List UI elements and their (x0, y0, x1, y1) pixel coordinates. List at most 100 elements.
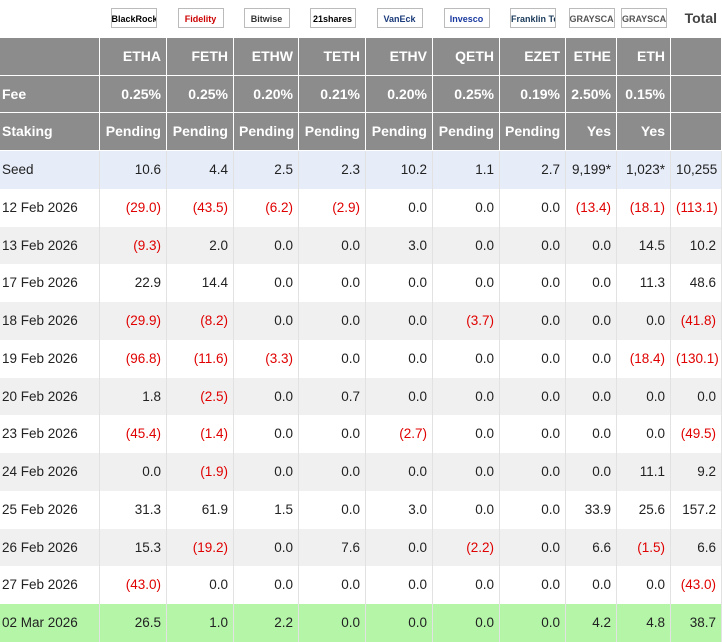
flow-value: 0.0 (234, 566, 299, 605)
flow-value: 0.0 (167, 566, 234, 605)
flow-value: 25.6 (617, 490, 671, 529)
flow-value: 0.0 (433, 264, 500, 303)
flow-value: 10,255 (671, 151, 722, 189)
flow-value: 0.0 (500, 302, 566, 340)
flow-value: 157.2 (671, 490, 722, 529)
flow-value: 31.3 (100, 490, 167, 529)
flow-value: 0.0 (433, 226, 500, 265)
flow-value: 0.0 (299, 226, 366, 265)
flow-value: 22.9 (100, 264, 167, 303)
flow-value: 0.0 (617, 377, 671, 416)
flow-value: 0.0 (617, 302, 671, 340)
brand-logo: GRAYSCALE (621, 8, 667, 28)
flow-value: (41.8) (671, 302, 722, 340)
flow-value: 0.0 (299, 415, 366, 454)
flow-value: 0.0 (299, 490, 366, 529)
flow-value: 1,023* (617, 151, 671, 189)
staking-value: Pending (100, 113, 167, 152)
flow-value: 9.2 (671, 453, 722, 491)
flow-value: 2.2 (234, 604, 299, 642)
flow-value: 2.3 (299, 151, 366, 189)
flow-value: 0.0 (299, 453, 366, 491)
flow-value: 0.0 (299, 604, 366, 642)
brand-logo: Fidelity (177, 8, 224, 28)
ticker: ETHA (100, 37, 167, 76)
flow-value: (29.0) (100, 188, 167, 227)
flow-value: (8.2) (167, 302, 234, 340)
ticker: ETH (617, 37, 671, 76)
row-label: 26 Feb 2026 (0, 528, 100, 567)
flow-value: 0.0 (433, 604, 500, 642)
flow-value: 10.2 (366, 151, 433, 189)
flow-value: 0.0 (366, 604, 433, 642)
fee-value: 0.15% (617, 75, 671, 114)
flow-value: (6.2) (234, 188, 299, 227)
brand-logo: Bitwise (243, 8, 290, 28)
flow-value: (13.4) (566, 188, 617, 227)
brand-logo: 21shares (309, 8, 356, 28)
brand-logo: VanEck (376, 8, 423, 28)
flow-value: 0.0 (366, 453, 433, 491)
flow-value: 0.0 (366, 528, 433, 567)
flow-value: 0.0 (617, 415, 671, 454)
staking-value: Pending (433, 113, 500, 152)
flow-value: 0.0 (299, 566, 366, 605)
flow-value: 0.0 (234, 415, 299, 454)
row-label: 17 Feb 2026 (0, 264, 100, 303)
flow-value: (18.1) (617, 188, 671, 227)
flow-value: (3.3) (234, 339, 299, 378)
flow-value: 0.0 (500, 490, 566, 529)
flow-value: 0.0 (566, 302, 617, 340)
row-label: 18 Feb 2026 (0, 302, 100, 340)
flow-value: (43.5) (167, 188, 234, 227)
fee-value: 0.19% (500, 75, 566, 114)
staking-value: Pending (299, 113, 366, 152)
ticker: ETHE (566, 37, 617, 76)
flow-value: 0.0 (366, 566, 433, 605)
ticker: ETHW (234, 37, 299, 76)
flow-value: (18.4) (617, 339, 671, 378)
row-label: 20 Feb 2026 (0, 377, 100, 416)
flow-value: 2.5 (234, 151, 299, 189)
flow-value: 26.5 (100, 604, 167, 642)
flow-value: (96.8) (100, 339, 167, 378)
flow-value: 6.6 (671, 528, 722, 567)
flow-value: 0.0 (566, 415, 617, 454)
row-label: 27 Feb 2026 (0, 566, 100, 605)
staking-value: Yes (566, 113, 617, 152)
brand-logo: Invesco (443, 8, 490, 28)
flow-value: (45.4) (100, 415, 167, 454)
flow-value: 0.0 (500, 264, 566, 303)
flow-value: 6.6 (566, 528, 617, 567)
staking-value: Yes (617, 113, 671, 152)
flow-value: 0.0 (566, 566, 617, 605)
flow-value: 0.0 (566, 264, 617, 303)
flow-value: 1.1 (433, 151, 500, 189)
staking-value: Pending (167, 113, 234, 152)
flow-value: 0.0 (500, 528, 566, 567)
flow-value: 11.3 (617, 264, 671, 303)
flow-value: (113.1) (671, 188, 722, 227)
flow-value: 0.0 (671, 377, 722, 416)
flow-value: 10.6 (100, 151, 167, 189)
flow-value: (1.5) (617, 528, 671, 567)
flow-value: (130.1) (671, 339, 722, 378)
flow-value: 0.0 (433, 490, 500, 529)
flow-value: 33.9 (566, 490, 617, 529)
flow-value: 2.0 (167, 226, 234, 265)
flow-value: (2.2) (433, 528, 500, 567)
flow-value: (2.7) (366, 415, 433, 454)
fee-value: 0.20% (366, 75, 433, 114)
header-cell (671, 113, 722, 152)
flow-value: 0.0 (500, 453, 566, 491)
flow-value: 11.1 (617, 453, 671, 491)
ticker: ETHV (366, 37, 433, 76)
flow-value: (1.9) (167, 453, 234, 491)
flow-value: 0.0 (366, 377, 433, 416)
flow-value: 0.0 (234, 302, 299, 340)
flow-value: 1.0 (167, 604, 234, 642)
flow-value: 0.0 (500, 415, 566, 454)
flow-value: 14.5 (617, 226, 671, 265)
flow-value: 15.3 (100, 528, 167, 567)
